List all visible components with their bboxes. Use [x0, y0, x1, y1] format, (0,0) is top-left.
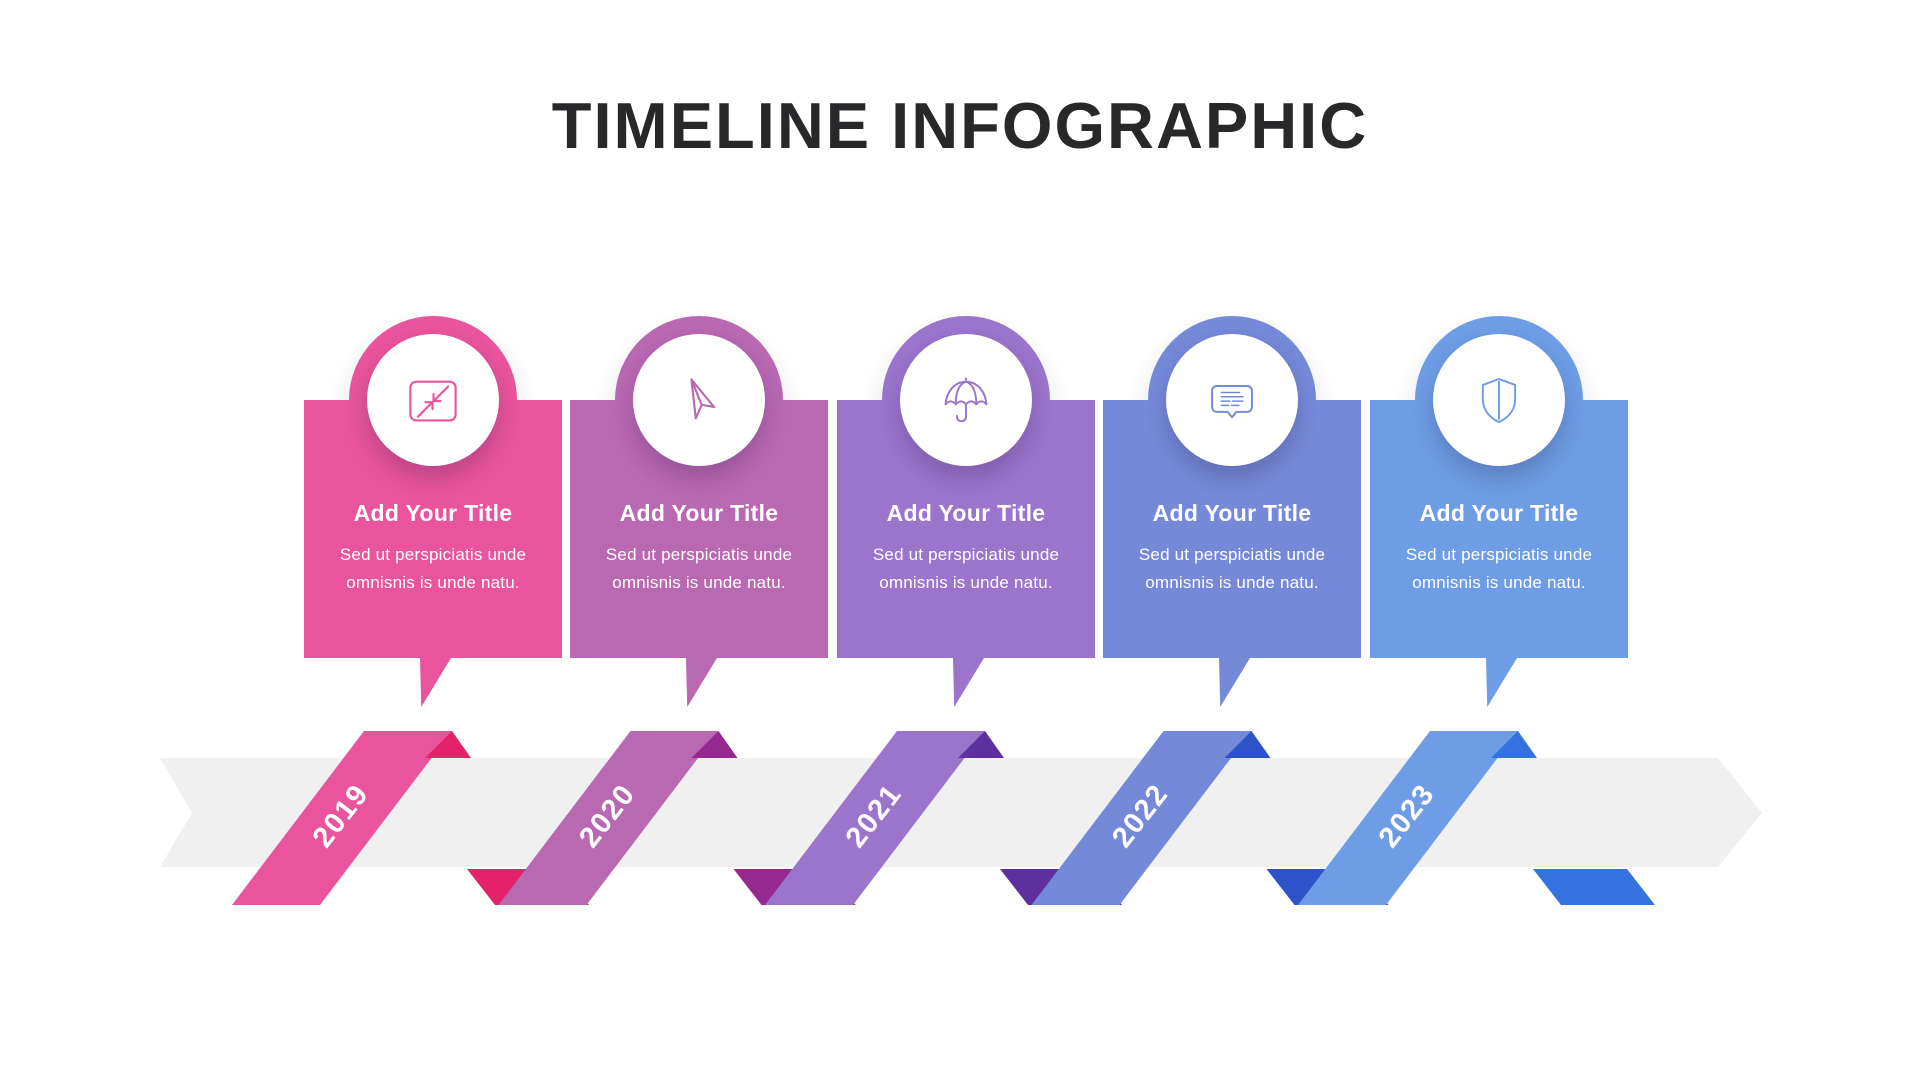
timeline-card-2022: Add Your Title Sed ut perspiciatis unde …: [1103, 314, 1361, 714]
ribbon-2023: 2023: [1298, 731, 1655, 905]
card-description: Sed ut perspiciatis unde omnisnis is und…: [605, 545, 793, 592]
card-tail: [686, 658, 717, 707]
shield-icon: [1481, 378, 1517, 424]
card-description: Sed ut perspiciatis unde omnisnis is und…: [1405, 545, 1593, 592]
umbrella-icon: [944, 377, 988, 423]
card-title: Add Your Title: [353, 500, 513, 526]
card-title: Add Your Title: [1419, 500, 1579, 526]
card-tail: [1486, 658, 1517, 707]
timeline-card-2023: Add Your Title Sed ut perspiciatis unde …: [1370, 314, 1628, 714]
cursor-icon: [690, 378, 716, 420]
card-description: Sed ut perspiciatis unde omnisnis is und…: [339, 545, 527, 592]
card-title: Add Your Title: [886, 500, 1046, 526]
card-title: Add Your Title: [619, 500, 779, 526]
card-icon-circle: [1433, 334, 1565, 466]
compress-icon: [409, 380, 457, 422]
chat-icon: [1211, 385, 1253, 419]
card-icon-circle: [367, 334, 499, 466]
timeline-card-2021: Add Your Title Sed ut perspiciatis unde …: [837, 314, 1095, 714]
card-tail: [420, 658, 451, 707]
card-description: Sed ut perspiciatis unde omnisnis is und…: [1138, 545, 1326, 592]
timeline-card-2019: Add Your Title Sed ut perspiciatis unde …: [304, 314, 562, 714]
timeline-ribbon-graphic: 2019 2020 2021 2022 2023: [160, 731, 1762, 905]
card-icon-circle: [900, 334, 1032, 466]
page-title: TIMELINE INFOGRAPHIC: [551, 89, 1369, 162]
card-description: Sed ut perspiciatis unde omnisnis is und…: [872, 545, 1060, 592]
card-tail: [953, 658, 984, 707]
timeline-card-2020: Add Your Title Sed ut perspiciatis unde …: [570, 314, 828, 714]
card-title: Add Your Title: [1152, 500, 1312, 526]
card-tail: [1219, 658, 1250, 707]
card-icon-circle: [633, 334, 765, 466]
card-icon-circle: [1166, 334, 1298, 466]
